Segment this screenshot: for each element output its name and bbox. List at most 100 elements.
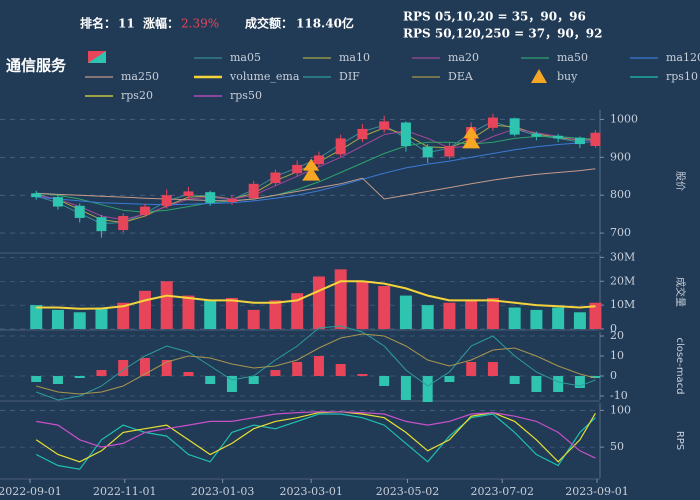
volume-bar (117, 302, 130, 329)
volume-bar (573, 312, 586, 329)
volume-bar (421, 305, 434, 329)
macd-bar (31, 376, 42, 382)
buy-marker (462, 126, 481, 149)
x-tick-label: 2023-03-01 (279, 485, 342, 498)
macd-bar (96, 370, 107, 376)
rps-short: RPS 05,10,20 = 35，90，96 (403, 10, 586, 24)
volume-bar (247, 309, 260, 329)
line-series (36, 120, 596, 225)
x-tick-label: 2023-01-03 (191, 485, 254, 498)
legend-label: rps10 (666, 70, 698, 83)
line-series (36, 411, 596, 459)
rps-long: RPS 50,120,250 = 37，90，92 (403, 27, 603, 41)
candle-body (226, 198, 237, 203)
turnover: 118.40亿 (296, 16, 354, 31)
macd-bar (139, 358, 150, 376)
legend-icon (88, 51, 106, 63)
candle-body (553, 135, 564, 139)
y-tick-label: 0 (610, 322, 617, 335)
candle-body (444, 145, 455, 157)
candle-body (509, 118, 520, 135)
x-tick-label: 2023-05-02 (376, 485, 439, 498)
x-tick-label: 2023-07-02 (471, 485, 534, 498)
volume-bar (291, 293, 304, 329)
volume-bar (182, 295, 195, 329)
title: 通信服务 (6, 57, 67, 75)
macd-bar (248, 376, 259, 384)
legend-label: DIF (339, 70, 360, 83)
y-axis-label: 成交量 (674, 277, 687, 307)
x-tick-label: 2023-09-01 (565, 485, 628, 498)
candle-body (531, 133, 542, 137)
volume-bar (95, 307, 108, 329)
macd-bar (466, 362, 477, 376)
line-series (35, 411, 596, 463)
volume-bar (589, 302, 602, 329)
line-series (36, 140, 596, 206)
candle-body (118, 216, 129, 231)
volume-bar (138, 290, 151, 329)
candle-body (139, 206, 150, 215)
candle-body (422, 146, 433, 158)
y-tick-label: 0 (610, 369, 617, 382)
legend-label: ma120 (666, 51, 700, 64)
volume-bar (508, 307, 521, 329)
legend-label: ma20 (448, 51, 479, 64)
macd-bar (183, 372, 194, 376)
macd-bar (292, 362, 303, 376)
y-tick-label: 30M (610, 250, 635, 263)
y-tick-label: 900 (610, 150, 631, 163)
line-series (36, 168, 596, 202)
candle-body (335, 138, 346, 155)
candle-body (574, 137, 585, 145)
line-series (36, 280, 596, 310)
macd-bar (357, 374, 368, 376)
volume-bar (486, 297, 499, 329)
y-axis-label: RPS (674, 431, 685, 450)
legend-label: buy (557, 70, 578, 83)
change: 2.39% (181, 17, 219, 31)
candle-body (270, 172, 281, 184)
macd-bar (422, 376, 433, 402)
macd-bar (531, 376, 542, 392)
macd-bar (444, 376, 455, 382)
macd-bar (52, 376, 63, 384)
y-tick-label: 700 (610, 226, 631, 239)
candle-body (400, 122, 411, 146)
volume-bar (334, 269, 347, 329)
y-tick-label: 1000 (610, 112, 638, 125)
rank-label: 排名： (80, 16, 116, 31)
line-series (36, 325, 596, 401)
x-tick-label: 2022-11-01 (93, 485, 156, 498)
legend-label: ma50 (557, 51, 588, 64)
legend-label: ma250 (121, 70, 159, 83)
legend-label: rps20 (121, 89, 153, 102)
rank: 11 (118, 17, 135, 31)
line-series (36, 333, 596, 395)
turnover-label: 成交额： (245, 16, 293, 31)
volume-bar (30, 305, 43, 329)
candle-body (379, 121, 390, 130)
macd-bar (74, 376, 85, 378)
candle-body (183, 191, 194, 196)
y-tick-label: 20M (610, 274, 635, 287)
y-tick-label: 100 (610, 403, 631, 416)
volume-bar (269, 300, 282, 329)
y-tick-label: -10 (610, 389, 628, 402)
volume-bar (399, 295, 412, 329)
macd-bar (313, 356, 324, 376)
macd-bar (205, 376, 216, 384)
volume-bar (356, 281, 369, 329)
x-tick-label: 2022-09-01 (0, 485, 62, 498)
macd-bar (487, 362, 498, 376)
legend-label: DEA (448, 70, 474, 83)
candle-body (31, 193, 42, 198)
volume-bar (312, 276, 325, 329)
candle-body (313, 155, 324, 165)
line-series (35, 413, 596, 470)
volume-bar (378, 286, 391, 329)
candle-body (292, 164, 303, 174)
macd-bar (335, 364, 346, 376)
candle-body (74, 205, 85, 218)
